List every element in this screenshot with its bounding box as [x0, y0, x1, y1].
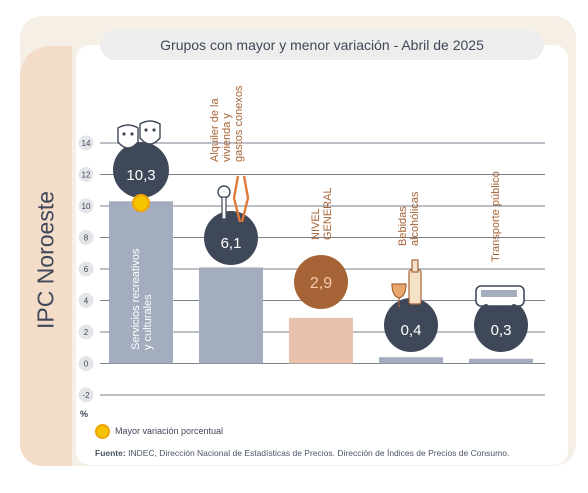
value-label: 2,9	[310, 275, 332, 292]
wine-bottle-glass-icon	[391, 259, 422, 307]
bus-wheel	[511, 304, 517, 310]
bus-windows	[481, 290, 517, 297]
category-label-line: y culturales	[142, 294, 154, 350]
tick-badge	[78, 230, 94, 245]
category-label: NIVELGENERAL	[310, 187, 334, 240]
category-label-line: gastos conexos	[233, 85, 245, 162]
tick-badge	[78, 135, 94, 151]
value-circle	[384, 298, 438, 352]
y-tick-label: 0	[84, 360, 89, 369]
tick-badge	[78, 293, 94, 308]
category-label-line: Bebidas	[397, 206, 409, 246]
source-note: Fuente: INDEC, Dirección Nacional de Est…	[95, 448, 509, 458]
chart-subtitle: Grupos con mayor y menor variación - Abr…	[160, 37, 484, 53]
y-tick-label: 12	[82, 171, 91, 180]
value-label: 6,1	[221, 235, 242, 252]
tick-badge	[78, 261, 94, 277]
mask-eye	[144, 128, 148, 132]
legend-highlight-dot	[95, 423, 110, 439]
pliers	[232, 175, 250, 223]
value-label: 10,3	[126, 167, 155, 184]
glass	[391, 283, 407, 299]
y-tick-label: 2	[84, 328, 89, 337]
bar	[469, 358, 533, 364]
category-label-line: GENERAL	[322, 187, 334, 240]
tick-badge	[78, 167, 94, 182]
y-tick-label: 4	[84, 297, 89, 306]
tick-badge	[78, 324, 94, 340]
header-pill	[100, 30, 544, 60]
value-circle	[294, 255, 348, 309]
value-circle	[204, 211, 258, 265]
mask-eye	[152, 128, 156, 132]
category-label-line: NIVEL	[310, 208, 322, 240]
value-label: 0,3	[491, 322, 512, 339]
category-label: Servicios recreativosy culturales	[130, 248, 154, 350]
category-label: Transporte público	[490, 171, 502, 262]
bottle-neck	[411, 259, 419, 273]
mask-eye	[122, 132, 126, 136]
value-circle	[113, 142, 169, 198]
y-tick-label: 14	[82, 139, 91, 148]
theater-masks-icon	[117, 120, 161, 149]
category-label-line: Alquiler de la	[209, 98, 221, 162]
title-sidebar	[20, 46, 72, 466]
highlight-dot	[132, 194, 150, 212]
category-label-line: vivienda y	[221, 113, 233, 162]
source-label: Fuente:	[95, 448, 126, 458]
key-head	[217, 185, 231, 199]
bus-icon	[475, 285, 525, 310]
tick-badge	[78, 356, 94, 371]
mask-right	[139, 120, 161, 145]
bar	[379, 357, 443, 364]
tick-badge	[78, 387, 94, 403]
bar	[199, 267, 263, 364]
bar	[289, 317, 353, 364]
bus-wheel	[483, 304, 489, 310]
key-pliers-icon	[217, 175, 250, 223]
bar	[109, 201, 173, 364]
key-shaft	[221, 196, 227, 220]
y-unit-label: %	[80, 409, 89, 419]
mask-eye	[130, 132, 134, 136]
value-circle	[474, 298, 528, 352]
category-label-line: alcohólicas	[409, 191, 421, 246]
category-label: Bebidasalcohólicas	[397, 191, 421, 246]
y-tick-label: 6	[84, 265, 89, 274]
legend: Mayor variación porcentual	[95, 423, 223, 439]
tick-badge	[78, 198, 94, 214]
category-label-line: Servicios recreativos	[130, 248, 142, 350]
category-label-line: Transporte público	[490, 171, 502, 262]
y-tick-label: -2	[82, 391, 90, 400]
category-label: Alquiler de lavivienda ygastos conexos	[209, 85, 245, 162]
source-text: INDEC, Dirección Nacional de Estadística…	[128, 448, 510, 458]
mask-left	[117, 124, 139, 149]
value-label: 0,4	[401, 322, 422, 339]
bottle	[408, 269, 422, 305]
y-tick-label: 8	[84, 234, 89, 243]
legend-label: Mayor variación porcentual	[115, 426, 224, 436]
y-tick-label: 10	[82, 202, 91, 211]
